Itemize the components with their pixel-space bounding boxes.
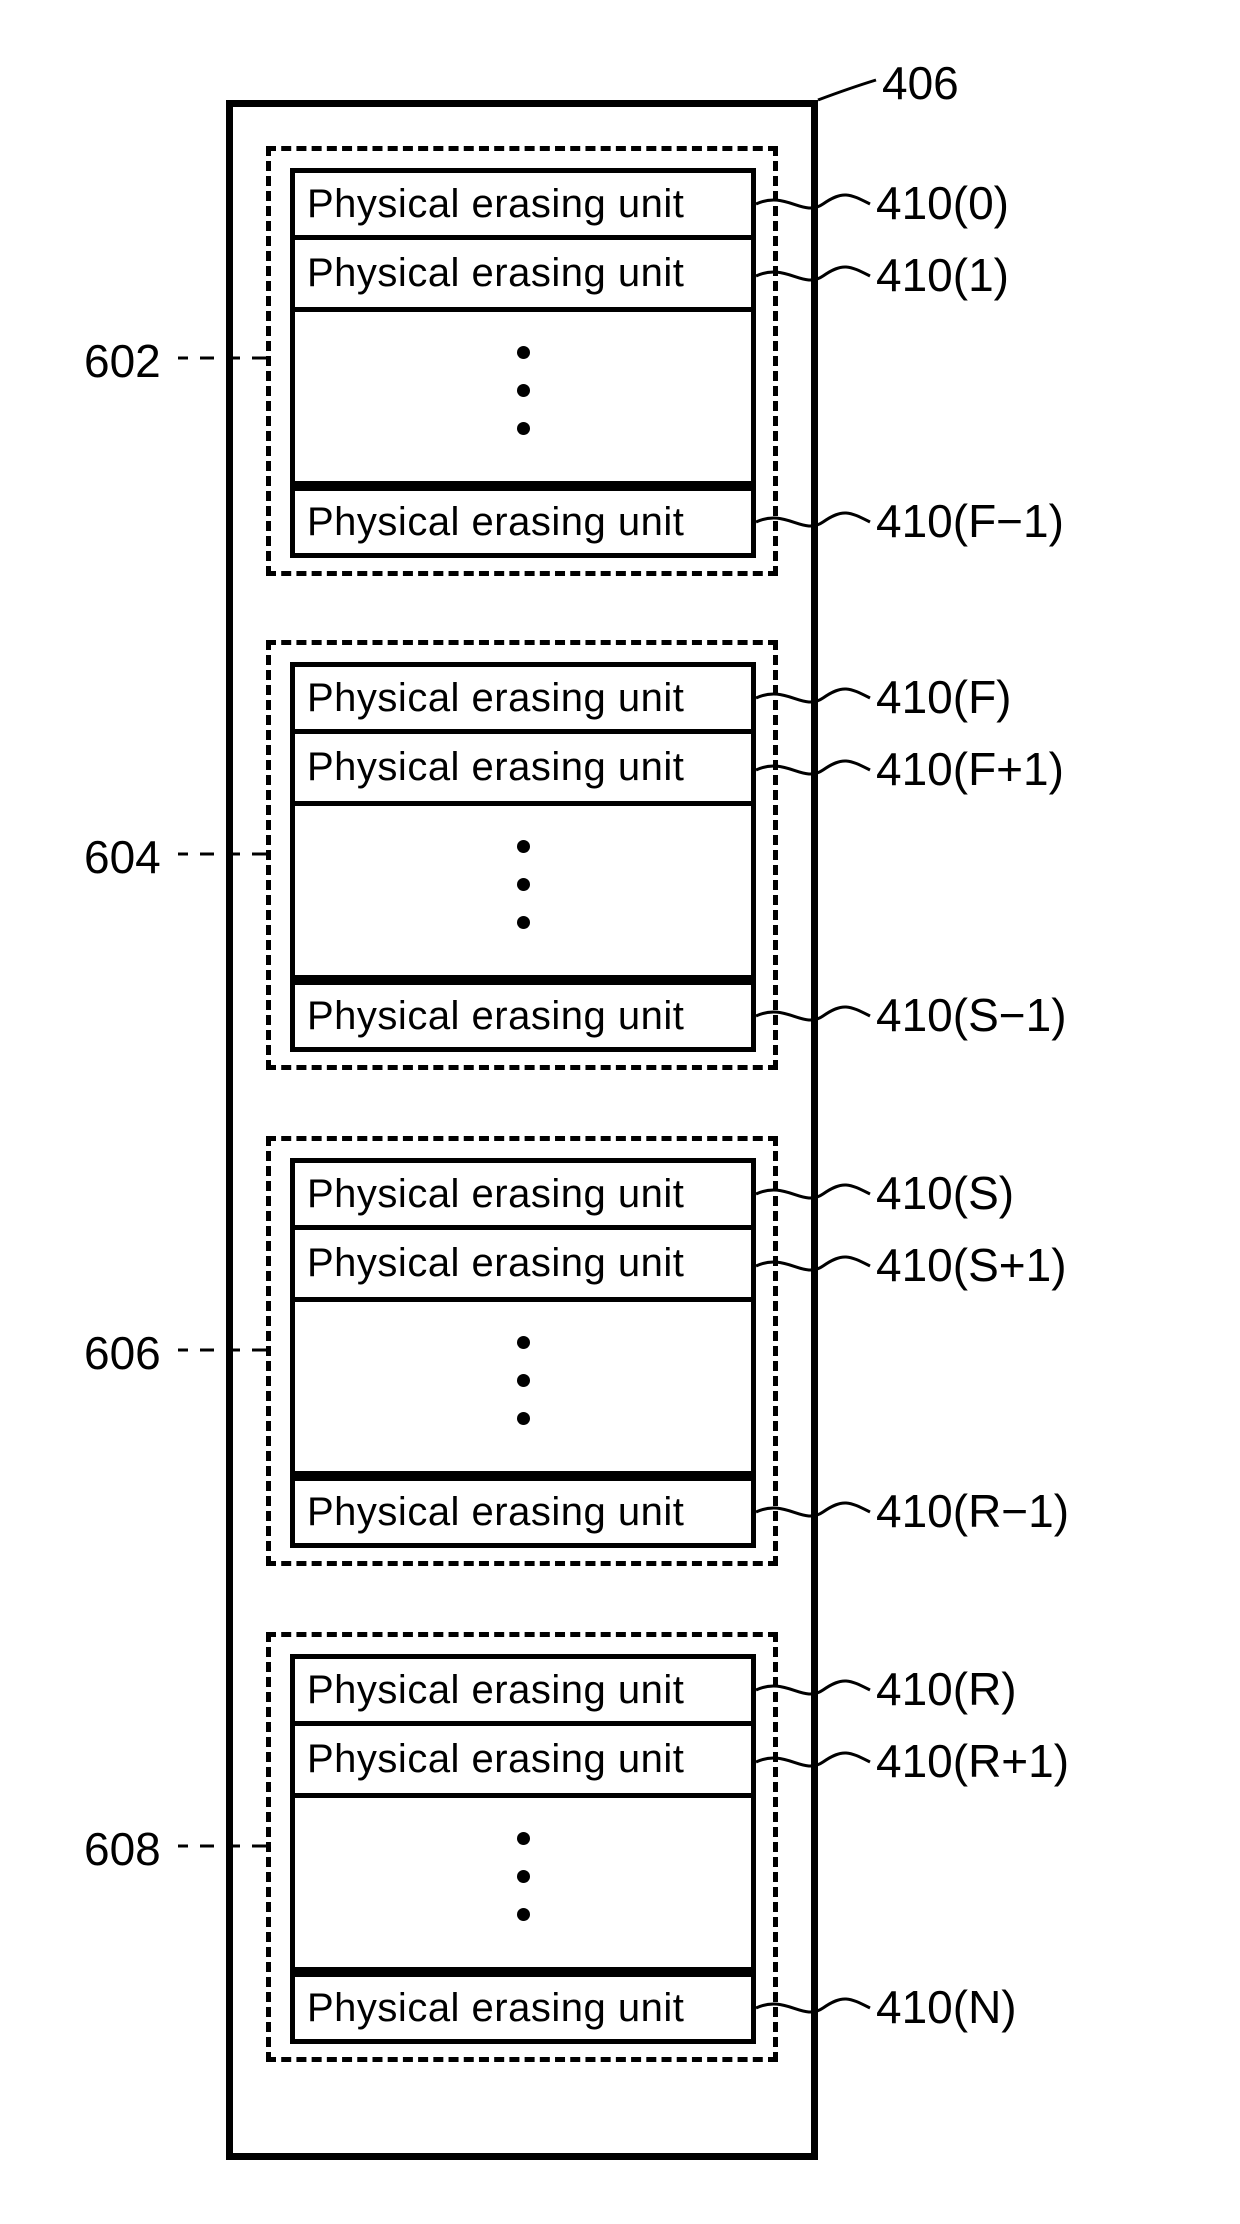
diagram-canvas: 406Physical erasing unit410(0)Physical e… [0,0,1240,2224]
group-number-label: 608 [84,1822,161,1876]
leader-line-dashed [0,0,1240,2224]
